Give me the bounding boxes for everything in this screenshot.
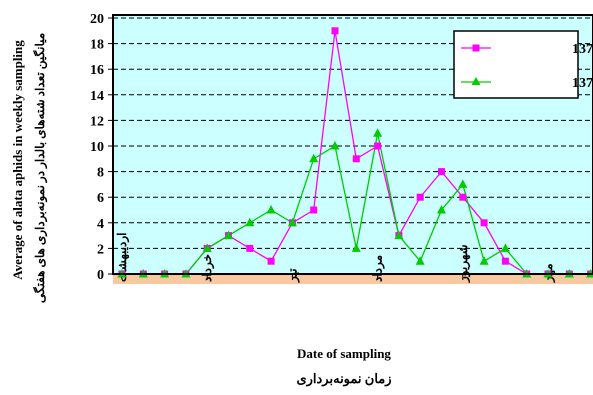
data-point-1378	[501, 257, 509, 265]
data-point-1379	[202, 243, 212, 252]
x-month-label: خرداد	[200, 254, 215, 282]
data-point-1378	[267, 257, 275, 265]
data-point-1379	[351, 243, 361, 252]
data-point-1379	[500, 243, 510, 252]
y-tick-label: 8	[97, 166, 104, 181]
x-axis-label-en: Date of sampling	[297, 346, 391, 361]
data-point-1379	[245, 217, 255, 227]
axis-band	[113, 274, 593, 284]
data-point-1379	[415, 256, 425, 265]
data-point-1378	[246, 244, 254, 252]
data-point-1378	[374, 142, 382, 150]
x-month-label: مرداد	[371, 255, 386, 282]
y-tick-label: 0	[97, 268, 104, 283]
y-axis-label-fa: میانگین تعداد شته‌های بالدار در نمونه‌بر…	[32, 33, 48, 303]
y-tick-label: 16	[90, 63, 104, 78]
data-point-1379	[309, 153, 319, 163]
data-point-1379	[437, 205, 446, 214]
data-point-1379	[394, 230, 404, 240]
data-point-1378	[459, 193, 467, 201]
data-point-1379	[330, 141, 340, 150]
legend: سال 1378 سال 1379	[453, 30, 593, 99]
gridlines	[108, 17, 593, 275]
data-point-1379	[287, 217, 297, 227]
y-tick-labels: 0 2 4 6 8 10 12 14 16 18 20	[90, 12, 104, 283]
data-point-1379	[373, 128, 383, 137]
data-point-1378	[480, 219, 488, 227]
y-tick-label: 2	[97, 242, 104, 257]
x-axis-label-fa: زمان نمونه‌برداری	[296, 371, 391, 387]
y-axis-label-en: Average of alata aphids in weekly sampli…	[10, 40, 25, 280]
data-point-1378	[352, 155, 360, 163]
y-tick-label: 12	[90, 114, 104, 129]
data-point-1378	[331, 27, 339, 35]
legend-label-1378: سال 1378	[572, 42, 593, 57]
y-tick-label: 20	[90, 12, 104, 27]
y-tick-label: 6	[97, 191, 104, 206]
data-point-1379	[458, 179, 468, 188]
data-point-1378	[310, 206, 318, 214]
y-tick-label: 14	[90, 89, 104, 104]
y-tick-label: 4	[97, 217, 104, 232]
data-point-1379	[479, 256, 489, 265]
x-month-label: تیر	[285, 268, 300, 283]
legend-box	[453, 30, 579, 99]
data-point-1379	[224, 230, 233, 240]
legend-label-1379: سال 1379	[572, 76, 593, 91]
y-tick-label: 18	[90, 38, 104, 53]
data-point-1378	[416, 193, 424, 201]
data-point-1378	[438, 168, 445, 176]
y-tick-label: 10	[90, 140, 104, 155]
legend-marker-1379	[471, 77, 481, 85]
legend-marker-1378	[472, 44, 480, 52]
x-month-label: اردیبهشت	[115, 233, 130, 282]
x-month-label: شهریور	[456, 244, 471, 283]
data-point-1379	[266, 205, 276, 214]
plot-frame	[112, 14, 593, 275]
